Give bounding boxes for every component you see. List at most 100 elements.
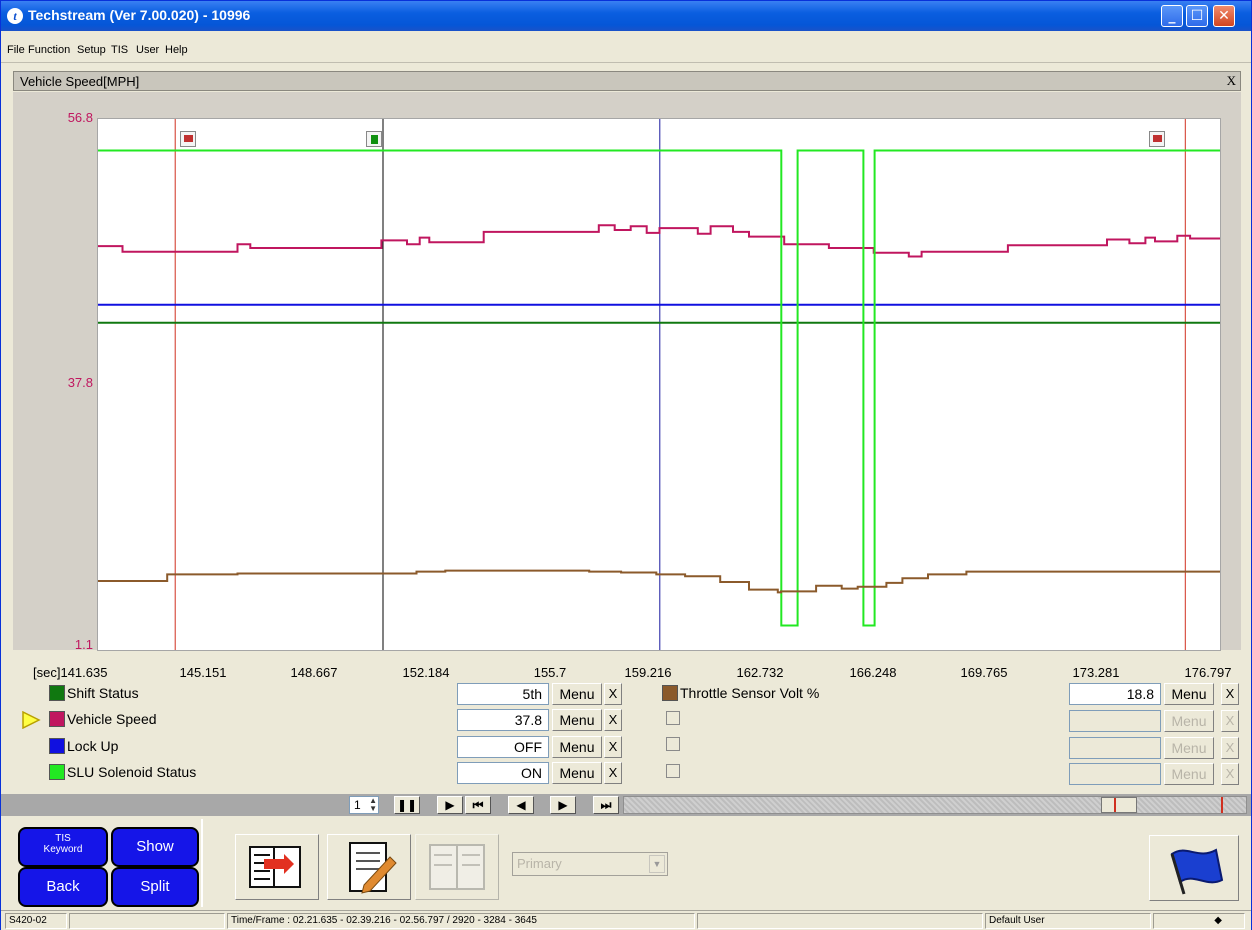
graph-panel-title: Vehicle Speed[MPH] [20,74,140,89]
skip-to-start-button[interactable]: ⏮ [465,796,491,814]
frame-step-value: 1 [354,798,361,812]
close-window-button[interactable]: ✕ [1213,5,1235,27]
y-tick-label: 1.1 [74,637,93,652]
status-empty-cell [697,913,983,929]
selected-arrow-icon [22,711,41,729]
skip-to-end-button[interactable]: ⏭ [593,796,619,814]
status-user: Default User [985,913,1151,929]
color-swatch [49,764,65,780]
primary-select-value: Primary [517,856,562,871]
series-name: Shift Status [67,685,139,701]
menu-setup[interactable]: Setup [77,44,106,56]
menu-button[interactable]: Menu [552,736,602,758]
value-box: 5th [457,683,549,705]
series-name: Lock Up [67,738,119,754]
remove-button[interactable]: X [1221,683,1239,705]
side-button-group [11,819,203,907]
series-name: SLU Solenoid Status [67,764,197,780]
tis-keyword-line1: TIS [55,833,71,844]
x-tick-label: 173.281 [1072,665,1120,680]
green-arrow-marker[interactable] [366,131,382,147]
frame-step-spinner[interactable]: 1 ▲ ▼ [349,796,379,814]
x-tick-label: 159.216 [624,665,672,680]
remove-button[interactable]: X [604,762,622,784]
menu-bar: File Function Setup TIS User Help [1,31,1251,63]
empty-slot-checkbox[interactable] [666,711,680,725]
primary-select: Primary ▼ [512,852,668,876]
blue-flag-icon [1170,848,1224,895]
step-forward-button[interactable]: ▶ [550,796,576,814]
value-box: 37.8 [457,709,549,731]
value-box [1069,763,1161,785]
menu-help[interactable]: Help [165,44,188,56]
color-swatch [49,711,65,727]
empty-slot-checkbox[interactable] [666,737,680,751]
graph-panel-close-button[interactable]: X [1226,73,1236,88]
graph-canvas [98,119,1220,650]
timeline-scroll[interactable] [623,796,1247,814]
series-name: Throttle Sensor Volt % [680,685,820,701]
menu-button: Menu [1164,763,1214,785]
legend-row-vehicle-speed[interactable]: Vehicle Speed 37.8 Menu X [21,708,641,732]
timeline-end-marker [1221,797,1223,813]
legend-row-lock-up[interactable]: Lock Up OFF Menu X [21,735,641,759]
menu-button[interactable]: Menu [552,762,602,784]
value-box [1069,737,1161,759]
status-empty-cell [69,913,225,929]
menu-button[interactable]: Menu [552,683,602,705]
compare-toolbar-button [415,834,499,900]
status-bar: S420-02 Time/Frame : 02.21.635 - 02.39.2… [1,910,1251,930]
color-swatch [49,685,65,701]
menu-function[interactable]: Function [28,44,71,56]
techstream-logo-icon: t [7,8,23,24]
menu-button[interactable]: Menu [1164,683,1214,705]
tis-keyword-line2: Keyword [43,844,83,855]
menu-button: Menu [1164,737,1214,759]
menu-tis[interactable]: TIS [111,44,129,56]
blue-flag-marker[interactable] [1149,131,1165,147]
value-box: 18.8 [1069,683,1161,705]
remove-button: X [1221,710,1239,732]
x-tick-label: 155.7 [533,665,567,680]
graph-panel-header: Vehicle Speed[MPH] X [13,71,1241,91]
back-button[interactable]: Back [18,867,108,907]
x-tick-label: 148.667 [290,665,338,680]
empty-slot-checkbox[interactable] [666,764,680,778]
remove-button[interactable]: X [604,683,622,705]
snapshot-flag-button[interactable] [1149,835,1239,901]
pause-button[interactable]: ❚❚ [394,796,420,814]
x-tick-label: 166.248 [849,665,897,680]
value-box: OFF [457,736,549,758]
red-flag-marker[interactable] [180,131,196,147]
remove-button[interactable]: X [604,736,622,758]
data-list-toolbar-button[interactable] [235,834,319,900]
x-tick-label: 145.151 [179,665,227,680]
step-back-button[interactable]: ◀ [508,796,534,814]
y-tick-label: 37.8 [67,375,93,390]
timeline-window-thumb[interactable] [1101,797,1137,813]
chevron-down-icon: ▼ [649,855,665,873]
remove-button[interactable]: X [604,709,622,731]
split-button[interactable]: Split [111,867,199,907]
value-box: ON [457,762,549,784]
minimize-button[interactable]: _ [1161,5,1183,27]
menu-button[interactable]: Menu [552,709,602,731]
status-screen-code: S420-02 [5,913,67,929]
menu-file[interactable]: File [7,44,25,56]
legend-row-shift-status[interactable]: Shift Status 5th Menu X [21,682,641,706]
record-toolbar-button[interactable] [327,834,411,900]
speed-graph[interactable] [97,118,1221,651]
show-button[interactable]: Show [111,827,199,867]
status-indicator: ◆ [1153,913,1245,929]
x-tick-label: 162.732 [736,665,784,680]
status-time-frame: Time/Frame : 02.21.635 - 02.39.216 - 02.… [227,913,695,929]
menu-user[interactable]: User [136,44,160,56]
maximize-button[interactable]: ☐ [1186,5,1208,27]
play-button[interactable]: ▶ [437,796,463,814]
title-bar[interactable]: t Techstream (Ver 7.00.020) - 10996 _ ☐ … [1,1,1251,31]
legend-row-slu-solenoid-status[interactable]: SLU Solenoid Status ON Menu X [21,761,641,785]
remove-button: X [1221,737,1239,759]
remove-button: X [1221,763,1239,785]
tis-keyword-button[interactable]: TIS Keyword [18,827,108,867]
